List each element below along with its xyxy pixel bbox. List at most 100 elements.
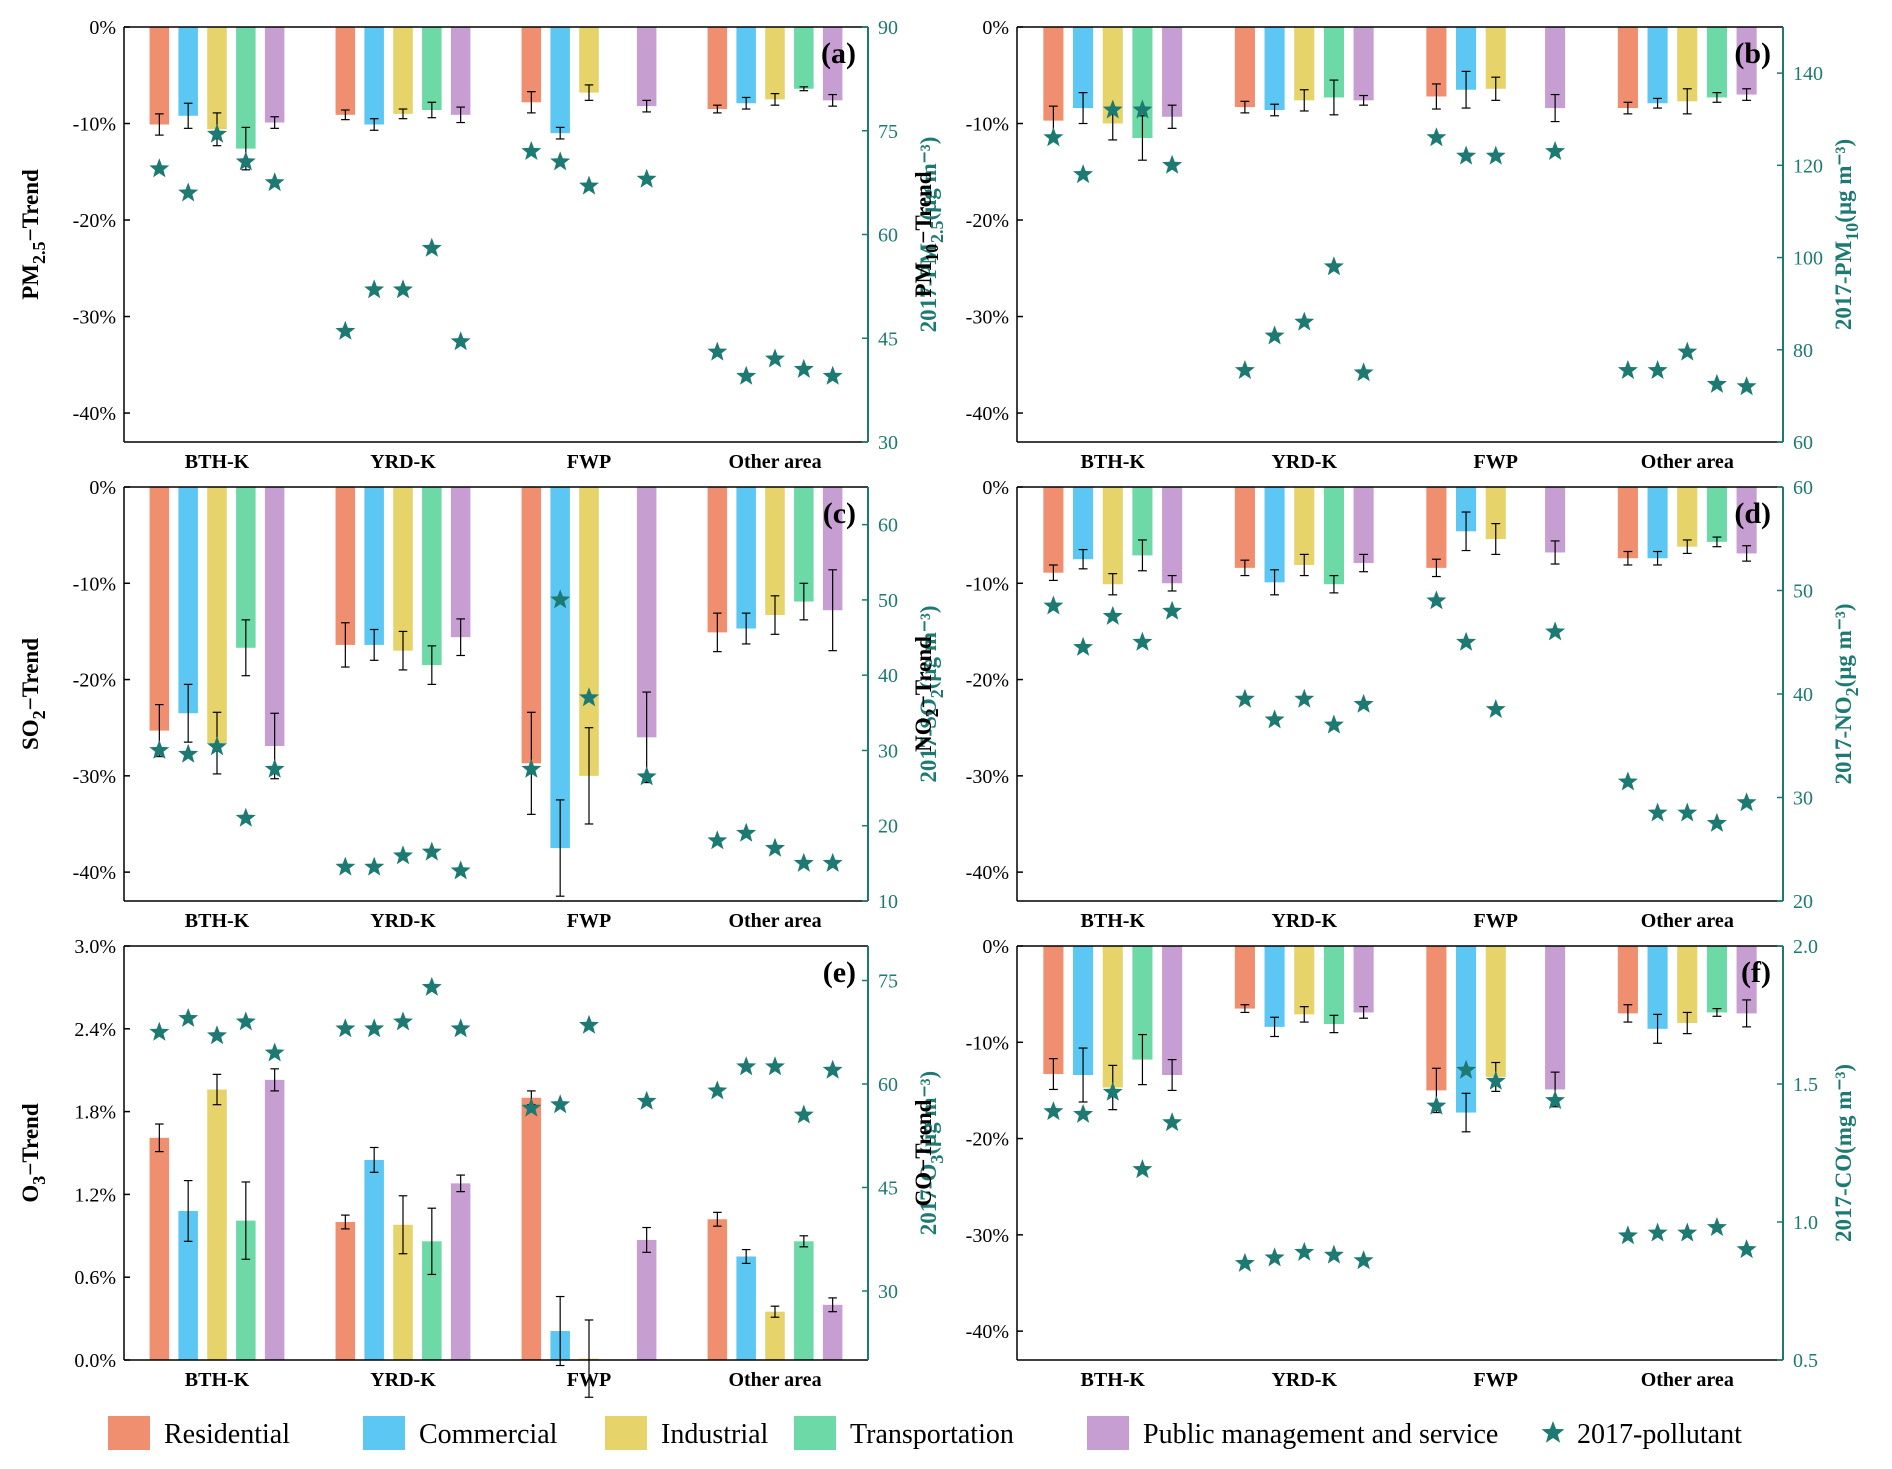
bar-public-management-and-service xyxy=(450,27,471,115)
bar-transportation xyxy=(236,487,256,648)
pollutant-star xyxy=(1323,714,1344,734)
pollutant-star xyxy=(1294,688,1315,708)
pollutant-star xyxy=(1485,699,1506,718)
bar-public-management-and-service xyxy=(822,1304,843,1360)
y-label-main: NO xyxy=(911,717,936,752)
pollutant-star xyxy=(1073,164,1094,184)
bar-public-management-and-service xyxy=(1736,27,1757,95)
panel-3: 0% -10% -20% -30% -40% 20 30 40 50 60 BTH-K YRD-K FW… xyxy=(911,477,1862,932)
pollutant-star xyxy=(636,766,657,786)
y-label-main: SO xyxy=(18,719,43,750)
y2-tick-label: 0.5 xyxy=(1793,1350,1818,1372)
bar-public-management-and-service xyxy=(1162,487,1183,584)
pollutant-star xyxy=(1264,325,1285,345)
bar-public-management-and-service xyxy=(264,1079,285,1360)
pollutant-star xyxy=(1264,1247,1285,1267)
pollutant-star xyxy=(1353,1250,1374,1270)
pollutant-star xyxy=(636,1090,657,1110)
pollutant-star xyxy=(1132,99,1153,119)
y-label-sub: 2 xyxy=(922,708,942,717)
y-tick-label: 0% xyxy=(982,936,1009,958)
bar-residential xyxy=(521,487,542,764)
bar-public-management-and-service xyxy=(1736,487,1757,554)
pollutant-star xyxy=(793,1104,814,1124)
pollutant-star xyxy=(264,172,285,192)
y-tick-label: -30% xyxy=(73,307,116,329)
bar-public-management-and-service xyxy=(450,1183,471,1360)
y-tick-label: -40% xyxy=(73,862,116,884)
legend-label: Residential xyxy=(164,1419,290,1450)
bar-residential xyxy=(149,1137,170,1360)
bar-transportation xyxy=(1706,27,1727,98)
bar-public-management-and-service xyxy=(636,1239,657,1360)
y-tick-label: -10% xyxy=(966,573,1009,595)
y-tick-label: -40% xyxy=(966,862,1009,884)
bar-commercial xyxy=(1456,487,1477,532)
pollutant-star xyxy=(1073,1103,1094,1123)
y-label-main: O xyxy=(18,1185,43,1203)
pollutant-star xyxy=(1353,693,1374,713)
pollutant-star xyxy=(1736,1239,1757,1259)
pollutant-star xyxy=(550,151,571,171)
y2-tick-label: 30 xyxy=(878,740,898,762)
bar-transportation xyxy=(794,27,814,89)
y2-label-sub: 10 xyxy=(1842,223,1862,241)
y2-label-main: 2017-NO xyxy=(1831,696,1856,784)
pollutant-star xyxy=(1102,99,1123,119)
panel-label: (f) xyxy=(1741,956,1771,989)
bar-public-management-and-service xyxy=(822,487,843,611)
y-tick-label: -10% xyxy=(966,114,1009,136)
pollutant-star xyxy=(1647,360,1668,379)
pollutant-star xyxy=(1102,1081,1123,1101)
y2-tick-label: 75 xyxy=(878,971,898,993)
y2-tick-label: 2.0 xyxy=(1793,936,1818,958)
y-tick-label: -30% xyxy=(966,766,1009,788)
bar-transportation xyxy=(1132,487,1153,556)
pollutant-star xyxy=(1545,1090,1566,1110)
pollutant-star xyxy=(1736,376,1757,396)
y2-label-main: 2017-PM xyxy=(1831,240,1856,330)
bar-transportation xyxy=(1323,27,1344,98)
bar-public-management-and-service xyxy=(1545,27,1566,109)
pollutant-star xyxy=(1647,802,1668,822)
bar-transportation xyxy=(422,27,442,110)
bar-residential xyxy=(521,27,542,103)
y2-axis-label: 2017-PM10(μg m⁻³) xyxy=(1831,139,1862,330)
y2-tick-label: 30 xyxy=(878,432,898,454)
bar-residential xyxy=(707,487,728,633)
bar-public-management-and-service xyxy=(450,487,471,638)
pollutant-star xyxy=(1162,600,1183,620)
y-tick-label: -20% xyxy=(73,210,116,232)
bar-industrial xyxy=(1102,27,1123,124)
pollutant-star xyxy=(1617,1225,1638,1245)
pollutant-star xyxy=(1323,1244,1344,1264)
category-label: BTH-K xyxy=(1081,1369,1146,1391)
bar-residential xyxy=(1617,946,1638,1014)
bar-transportation xyxy=(1323,946,1344,1024)
bar-industrial xyxy=(1485,27,1506,89)
bar-residential xyxy=(149,487,170,731)
bar-transportation xyxy=(422,1241,442,1360)
pollutant-star xyxy=(1043,1101,1064,1121)
y-label-sub: 10 xyxy=(922,244,942,262)
bar-residential xyxy=(1234,487,1255,568)
pollutant-star xyxy=(707,1080,728,1100)
y-axis-label: PM10−Trend xyxy=(911,171,942,297)
y-tick-label: -20% xyxy=(966,670,1009,692)
pollutant-star xyxy=(736,1056,757,1076)
bar-residential xyxy=(1234,946,1255,1009)
bar-industrial xyxy=(1294,487,1315,565)
pollutant-star xyxy=(1617,771,1638,791)
pollutant-star xyxy=(1294,1241,1315,1261)
y2-tick-label: 30 xyxy=(878,1281,898,1303)
bar-industrial xyxy=(1102,946,1123,1088)
pollutant-star xyxy=(736,365,757,385)
category-label: FWP xyxy=(1474,451,1518,473)
y2-label-tail: (μg m⁻³) xyxy=(1831,604,1856,688)
category-label: BTH-K xyxy=(1081,451,1146,473)
category-label: FWP xyxy=(567,1369,611,1391)
y2-tick-label: 10 xyxy=(878,891,898,913)
pollutant-star xyxy=(178,182,199,202)
bar-commercial xyxy=(1264,946,1285,1027)
